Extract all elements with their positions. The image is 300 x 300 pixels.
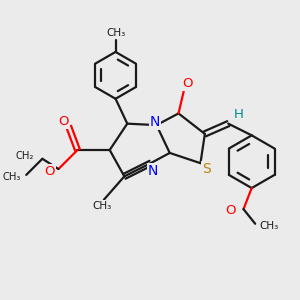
Text: CH₃: CH₃ <box>260 221 279 231</box>
Text: O: O <box>44 165 55 178</box>
Text: CH₃: CH₃ <box>93 201 112 211</box>
Text: CH₂: CH₂ <box>16 152 34 161</box>
Text: CH₃: CH₃ <box>2 172 20 182</box>
Text: O: O <box>58 115 69 128</box>
Text: CH₃: CH₃ <box>106 28 125 38</box>
Text: O: O <box>226 204 236 217</box>
Text: O: O <box>183 77 193 90</box>
Text: H: H <box>234 108 244 122</box>
Text: N: N <box>148 164 158 178</box>
Text: N: N <box>150 115 160 129</box>
Text: S: S <box>202 162 211 176</box>
